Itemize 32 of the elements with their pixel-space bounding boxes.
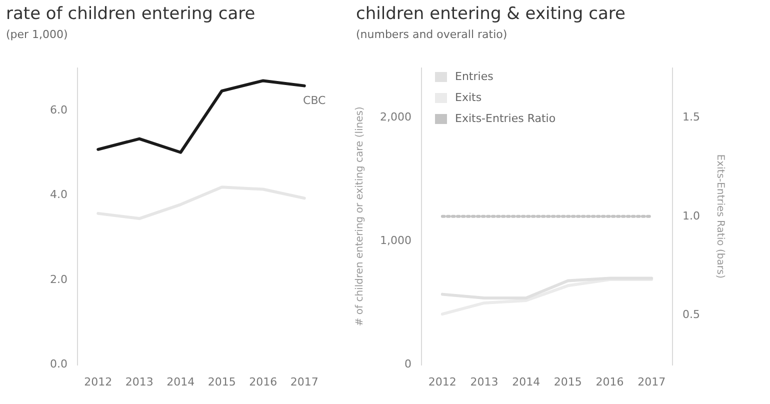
y2-axis-title: Exits-Entries Ratio (bars) (714, 154, 726, 279)
x-tick-label: 2016 (596, 375, 624, 388)
y2-tick-label: 1.0 (682, 209, 700, 222)
legend-label: Entries (455, 70, 494, 83)
series-label: CBC (303, 94, 326, 107)
chart-subtitle: (numbers and overall ratio) (356, 28, 508, 41)
y2-tick-label: 1.5 (682, 110, 700, 124)
y-tick-label: 0.0 (50, 358, 68, 371)
y-tick-label: 1,000 (380, 234, 412, 247)
x-tick-label: 2014 (512, 375, 540, 388)
x-tick-label: 2015 (208, 375, 236, 388)
y-tick-label: 0 (404, 358, 412, 371)
y2-tick-label: 0.5 (682, 308, 700, 322)
x-tick-label: 2017 (290, 375, 318, 388)
x-tick-label: 2014 (166, 375, 195, 388)
y-axis-title: # of children entering or exiting care (lines) (354, 106, 366, 326)
x-tick-label: 2015 (554, 375, 582, 388)
x-tick-label: 2016 (249, 375, 278, 388)
y-tick-label: 6.0 (50, 103, 68, 116)
x-tick-label: 2012 (84, 375, 112, 388)
chart-title: rate of children entering care (6, 4, 256, 24)
y-tick-label: 2.0 (50, 272, 68, 286)
legend-label: Exits-Entries Ratio (455, 112, 556, 125)
chart-title: children entering & exiting care (356, 4, 626, 24)
y-tick-label: 4.0 (50, 188, 68, 202)
legend-label: Exits (455, 91, 482, 104)
chart-subtitle: (per 1,000) (6, 28, 68, 41)
x-tick-label: 2017 (638, 375, 666, 388)
y-tick-label: 2,000 (380, 110, 412, 124)
x-tick-label: 2013 (470, 375, 498, 388)
x-tick-label: 2012 (428, 375, 456, 388)
x-tick-label: 2013 (125, 375, 154, 388)
